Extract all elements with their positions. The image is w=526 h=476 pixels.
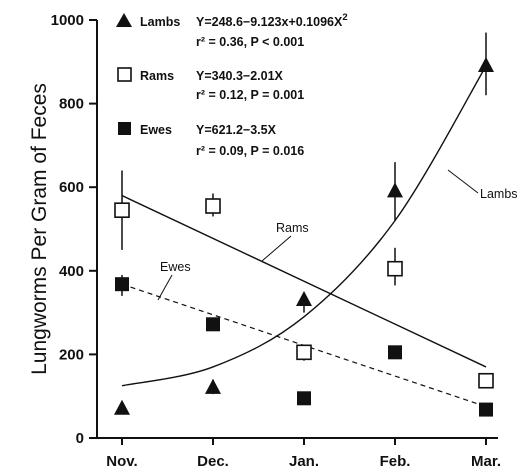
y-tick-label: 0 bbox=[76, 430, 84, 447]
rams-point bbox=[206, 199, 220, 213]
rams-point bbox=[297, 345, 311, 359]
legend-entry-rams: Rams Y=340.3−2.01X r² = 0.12, P = 0.001 bbox=[118, 68, 304, 102]
legend-entry-lambs: Lambs Y=248.6−9.123x+0.1096X2 r² = 0.36,… bbox=[116, 12, 348, 49]
y-tick-label: 600 bbox=[59, 179, 84, 196]
y-tick-label: 800 bbox=[59, 96, 84, 113]
y-tick-label: 400 bbox=[59, 263, 84, 280]
x-tick-label: Dec. bbox=[197, 453, 229, 470]
x-tick-label: Mar. bbox=[471, 453, 501, 470]
x-tick-label: Feb. bbox=[380, 453, 411, 470]
annotation-lambs-leader bbox=[448, 170, 478, 193]
annotation-rams-leader bbox=[262, 236, 291, 261]
annotation-rams: Rams bbox=[276, 221, 309, 235]
rams-stats: r² = 0.12, P = 0.001 bbox=[196, 88, 304, 102]
legend-open-square-marker bbox=[118, 68, 131, 81]
lambs-equation: Y=248.6−9.123x+0.1096X2 bbox=[196, 12, 348, 29]
ewes-point bbox=[388, 345, 402, 359]
legend-label-lambs: Lambs bbox=[140, 15, 180, 29]
rams-point bbox=[479, 374, 493, 388]
rams-point bbox=[115, 203, 129, 217]
rams-equation: Y=340.3−2.01X bbox=[196, 69, 284, 83]
x-ticks: Nov. Dec. Jan. Feb. Mar. bbox=[106, 438, 501, 470]
lambs-equation-exponent: 2 bbox=[342, 12, 347, 23]
x-tick-label: Nov. bbox=[106, 453, 137, 470]
ewes-stats: r² = 0.09, P = 0.016 bbox=[196, 144, 304, 158]
x-tick-label: Jan. bbox=[289, 453, 319, 470]
ewes-point bbox=[206, 317, 220, 331]
y-tick-label: 1000 bbox=[51, 12, 84, 29]
ewes-point bbox=[479, 403, 493, 417]
ewes-point bbox=[297, 391, 311, 405]
legend-triangle-marker bbox=[116, 13, 132, 27]
legend-entry-ewes: Ewes Y=621.2−3.5X r² = 0.09, P = 0.016 bbox=[118, 122, 304, 158]
y-tick-label: 200 bbox=[59, 346, 84, 363]
legend: Lambs Y=248.6−9.123x+0.1096X2 r² = 0.36,… bbox=[116, 12, 348, 158]
lambs-point bbox=[478, 57, 494, 72]
legend-label-rams: Rams bbox=[140, 69, 174, 83]
lambs-point bbox=[387, 182, 403, 197]
ewes-point bbox=[115, 277, 129, 291]
lambs-point bbox=[205, 379, 221, 394]
lambs-point bbox=[296, 291, 312, 306]
annotation-lambs: Lambs bbox=[480, 187, 518, 201]
y-axis-title: Lungworms Per Gram of Feces bbox=[28, 83, 51, 375]
lambs-point bbox=[114, 400, 130, 415]
lambs-stats: r² = 0.36, P < 0.001 bbox=[196, 35, 304, 49]
lambs-equation-main: Y=248.6−9.123x+0.1096X bbox=[196, 15, 343, 29]
annotation-ewes: Ewes bbox=[160, 260, 191, 274]
y-ticks: 0 200 400 600 800 1000 bbox=[51, 12, 97, 447]
annotations: Rams Ewes Lambs bbox=[158, 170, 518, 300]
ewes-equation: Y=621.2−3.5X bbox=[196, 123, 277, 137]
rams-point bbox=[388, 262, 402, 276]
annotation-ewes-leader bbox=[158, 275, 172, 300]
legend-filled-square-marker bbox=[118, 122, 131, 135]
legend-label-ewes: Ewes bbox=[140, 123, 172, 137]
